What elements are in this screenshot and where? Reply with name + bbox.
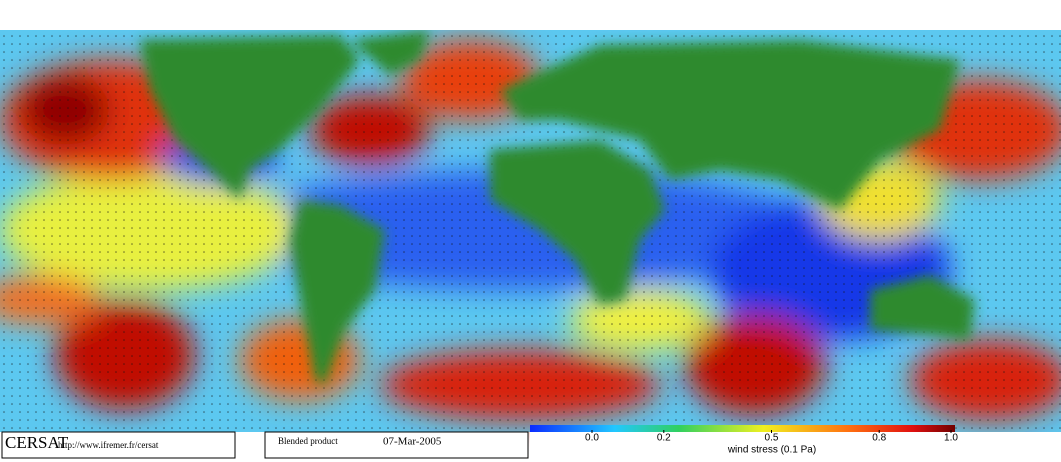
polar-mask bbox=[0, 0, 1061, 30]
colorbar-tick-label: 0.0 bbox=[585, 433, 599, 444]
colorbar-panel bbox=[530, 432, 1061, 462]
logo-box bbox=[1, 431, 236, 459]
date: 07-Mar-2005 bbox=[383, 436, 442, 448]
colorbar-tick-label: 1.0 bbox=[944, 433, 958, 444]
url: http://www.ifremer.fr/cersat bbox=[58, 440, 159, 450]
colorbar-tick-label: 0.8 bbox=[872, 433, 886, 444]
product-box bbox=[264, 431, 529, 459]
colorbar-tick-label: 0.5 bbox=[765, 433, 779, 444]
land bbox=[140, 30, 975, 385]
product: Blended product bbox=[278, 436, 338, 446]
colorbar bbox=[530, 425, 955, 432]
logo: CERSAT bbox=[5, 433, 69, 452]
colorbar-label: wind stress (0.1 Pa) bbox=[727, 445, 816, 456]
colorbar-tick-label: 0.2 bbox=[657, 433, 671, 444]
footer: CERSAT http://www.ifremer.fr/cersat Blen… bbox=[1, 425, 1061, 462]
